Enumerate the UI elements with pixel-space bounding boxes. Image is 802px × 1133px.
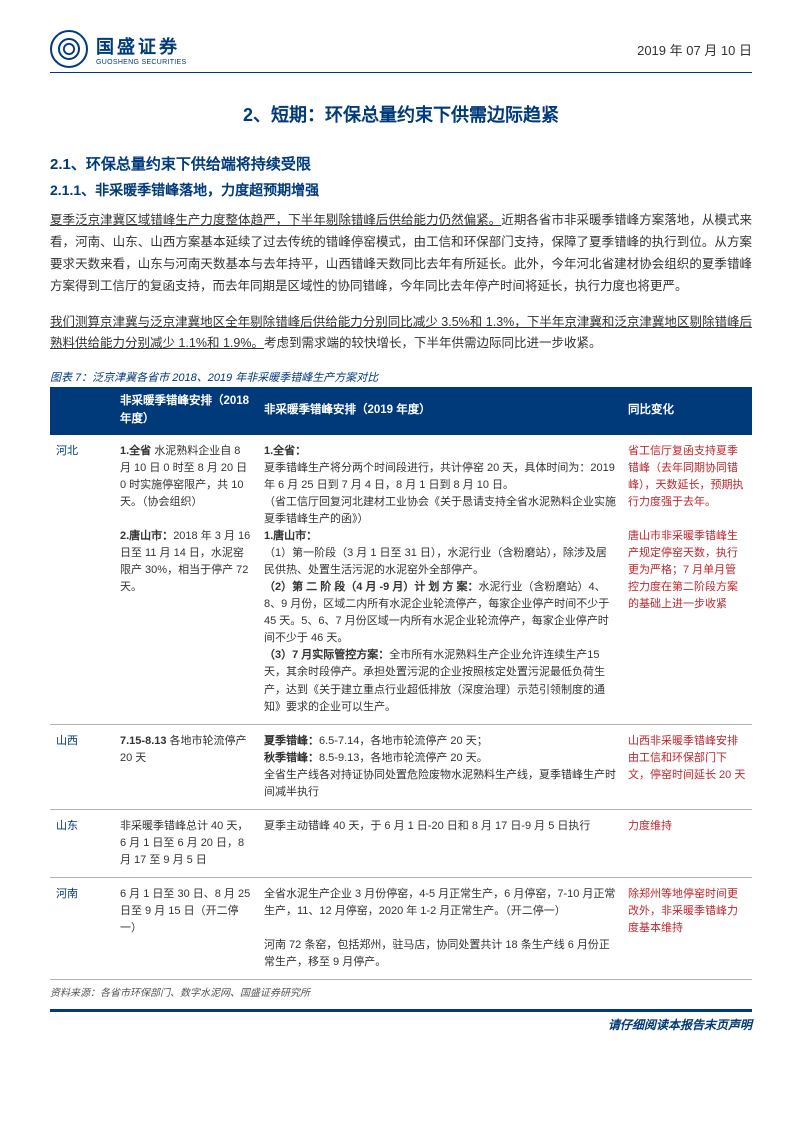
table-row: 山西7.15-8.13 各地市轮流停产 20 天夏季错峰：6.5-7.14，各地… <box>50 724 752 809</box>
cell-province: 山西 <box>50 724 114 809</box>
table-row: 山东非采暖季错峰总计 40 天，6 月 1 日至 6 月 20 日，8 月 17… <box>50 809 752 877</box>
cell-2019: 全省水泥生产企业 3 月份停窑，4-5 月正常生产，6 月停窑，7-10 月正常… <box>258 877 622 979</box>
cell-change: 省工信厅复函支持夏季错峰（去年同期协同错峰），天数延长，预期执行力度强于去年。唐… <box>622 435 752 724</box>
paragraph-1: 夏季泛京津冀区域错峰生产力度整体趋严，下半年剔除错峰后供给能力仍然偏紧。近期各省… <box>50 210 752 298</box>
th-2018: 非采暖季错峰安排（2018 年度） <box>114 387 258 435</box>
th-province <box>50 387 114 435</box>
subsubsection-title: 2.1.1、非采暖季错峰落地，力度超预期增强 <box>50 180 752 200</box>
cell-province: 山东 <box>50 809 114 877</box>
table-row: 河北1.全省 水泥熟料企业自 8 月 10 日 0 时至 8 月 20 日 0 … <box>50 435 752 724</box>
page-footer: 请仔细阅读本报告末页声明 <box>50 1009 752 1033</box>
cell-2019: 夏季错峰：6.5-7.14，各地市轮流停产 20 天；秋季错峰：8.5-9.13… <box>258 724 622 809</box>
company-name: 国盛证券 <box>96 33 187 59</box>
cell-change: 除郑州等地停窑时间更改外，非采暖季错峰力度基本维持 <box>622 877 752 979</box>
cell-2018: 6 月 1 日至 30 日、8 月 25 日至 9 月 15 日（开二停一） <box>114 877 258 979</box>
cell-2018: 7.15-8.13 各地市轮流停产 20 天 <box>114 724 258 809</box>
cell-2019: 1.全省：夏季错峰生产将分两个时间段进行，共计停窑 20 天，具体时间为：201… <box>258 435 622 724</box>
logo-icon <box>50 30 88 68</box>
section-title: 2、短期：环保总量约束下供需边际趋紧 <box>50 101 752 127</box>
cell-2018: 非采暖季错峰总计 40 天，6 月 1 日至 6 月 20 日，8 月 17 至… <box>114 809 258 877</box>
cell-2018: 1.全省 水泥熟料企业自 8 月 10 日 0 时至 8 月 20 日 0 时实… <box>114 435 258 724</box>
cell-change: 山西非采暖季错峰安排由工信和环保部门下文，停窑时间延长 20 天 <box>622 724 752 809</box>
comparison-table: 非采暖季错峰安排（2018 年度） 非采暖季错峰安排（2019 年度） 同比变化… <box>50 387 752 980</box>
table-caption: 图表 7：泛京津冀各省市 2018、2019 年非采暖季错峰生产方案对比 <box>50 369 752 385</box>
cell-change: 力度维持 <box>622 809 752 877</box>
subsection-title: 2.1、环保总量约束下供给端将持续受限 <box>50 153 752 174</box>
th-2019: 非采暖季错峰安排（2019 年度） <box>258 387 622 435</box>
table-row: 河南6 月 1 日至 30 日、8 月 25 日至 9 月 15 日（开二停一）… <box>50 877 752 979</box>
th-change: 同比变化 <box>622 387 752 435</box>
footer-disclaimer: 请仔细阅读本报告末页声明 <box>608 1016 752 1033</box>
cell-2019: 夏季主动错峰 40 天，于 6 月 1 日-20 日和 8 月 17 日-9 月… <box>258 809 622 877</box>
table-source: 资料来源：各省市环保部门、数字水泥网、国盛证券研究所 <box>50 984 752 999</box>
company-name-en: GUOSHENG SECURITIES <box>96 59 187 66</box>
report-date: 2019 年 07 月 10 日 <box>637 40 752 59</box>
paragraph-2: 我们测算京津冀与泛京津冀地区全年剔除错峰后供给能力分别同比减少 3.5%和 1.… <box>50 312 752 356</box>
cell-province: 河北 <box>50 435 114 724</box>
cell-province: 河南 <box>50 877 114 979</box>
page-header: 国盛证券 GUOSHENG SECURITIES 2019 年 07 月 10 … <box>50 30 752 73</box>
logo: 国盛证券 GUOSHENG SECURITIES <box>50 30 187 68</box>
